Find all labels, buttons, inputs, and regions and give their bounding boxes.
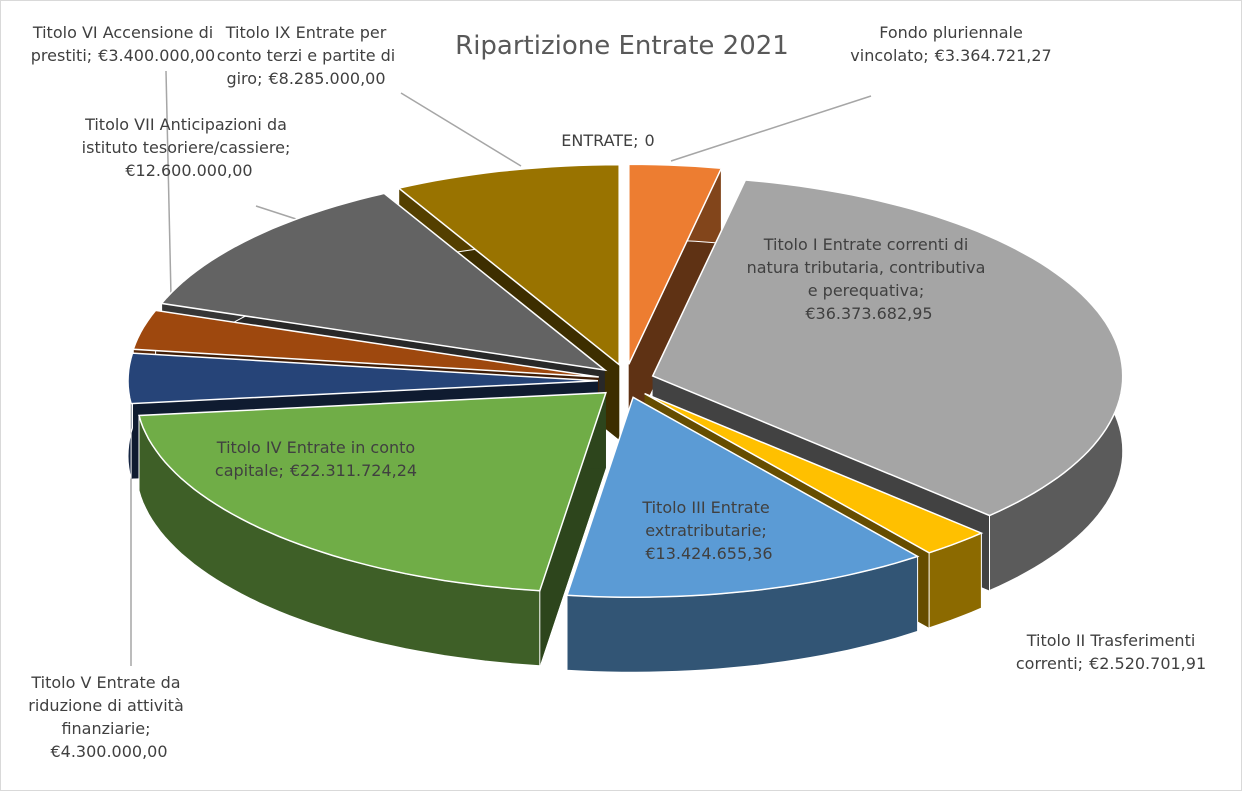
category-label: Titolo I Entrate correnti di natura trib… <box>746 235 986 300</box>
value-label: €13.424.655,36 <box>645 544 773 563</box>
slice <box>628 163 723 365</box>
slice <box>565 396 920 599</box>
category-label: Titolo IV Entrate in conto capitale; <box>214 438 416 480</box>
data-label: Fondo pluriennale vincolato; €3.364.721,2… <box>841 21 1061 67</box>
slice <box>132 309 599 378</box>
data-label: Titolo IV Entrate in conto capitale; €22.… <box>211 436 421 482</box>
category-label: Titolo V Entrate da riduzione di attivit… <box>28 673 184 738</box>
category-label: Titolo VII Anticipazioni da istituto tes… <box>81 115 291 157</box>
category-label: Titolo VI Accensione di prestiti; <box>30 23 214 65</box>
leader-line <box>165 70 172 297</box>
category-label: ENTRATE; <box>561 131 639 150</box>
value-label: 0 <box>644 131 655 150</box>
data-label: Titolo VII Anticipazioni da istituto tes… <box>56 113 316 182</box>
leader-line <box>255 205 297 220</box>
data-label: Titolo II Trasferimenti correnti; €2.520.… <box>991 629 1231 675</box>
category-label: Titolo IX Entrate per conto terzi e part… <box>216 23 396 88</box>
value-label: €4.300.000,00 <box>50 742 168 761</box>
slice <box>138 391 607 592</box>
value-label: €22.311.724,24 <box>289 461 418 480</box>
data-label: ENTRATE; 0 <box>508 129 708 152</box>
category-label: Fondo pluriennale vincolato; <box>850 23 1023 65</box>
value-label: €12.600.000,00 <box>125 161 253 180</box>
category-label: Titolo II Trasferimenti correnti; <box>1015 631 1196 673</box>
value-label: €36.373.682,95 <box>805 304 933 323</box>
data-label: Titolo V Entrate da riduzione di attivit… <box>6 671 206 763</box>
chart-title: Ripartizione Entrate 2021 <box>455 31 789 61</box>
slice <box>127 352 599 405</box>
value-label: €3.364.721,27 <box>934 46 1052 65</box>
slice <box>160 192 608 372</box>
leader-line <box>670 95 872 162</box>
value-label: €3.400.000,00 <box>98 46 216 65</box>
slice <box>651 179 1124 517</box>
slice-tops <box>127 163 1124 599</box>
slice <box>644 392 984 554</box>
category-label: Titolo III Entrate extratributarie; <box>642 498 770 540</box>
value-label: €8.285.000,00 <box>268 69 386 88</box>
data-label: Titolo III Entrate extratributarie; €13.4… <box>601 496 811 565</box>
data-label: Titolo IX Entrate per conto terzi e part… <box>201 21 411 90</box>
leader-line <box>400 92 522 167</box>
value-label: €2.520.701,91 <box>1089 654 1207 673</box>
data-label: Titolo VI Accensione di prestiti; €3.400.… <box>18 21 228 67</box>
data-label: Titolo I Entrate correnti di natura trib… <box>746 233 986 325</box>
slice <box>397 163 620 367</box>
